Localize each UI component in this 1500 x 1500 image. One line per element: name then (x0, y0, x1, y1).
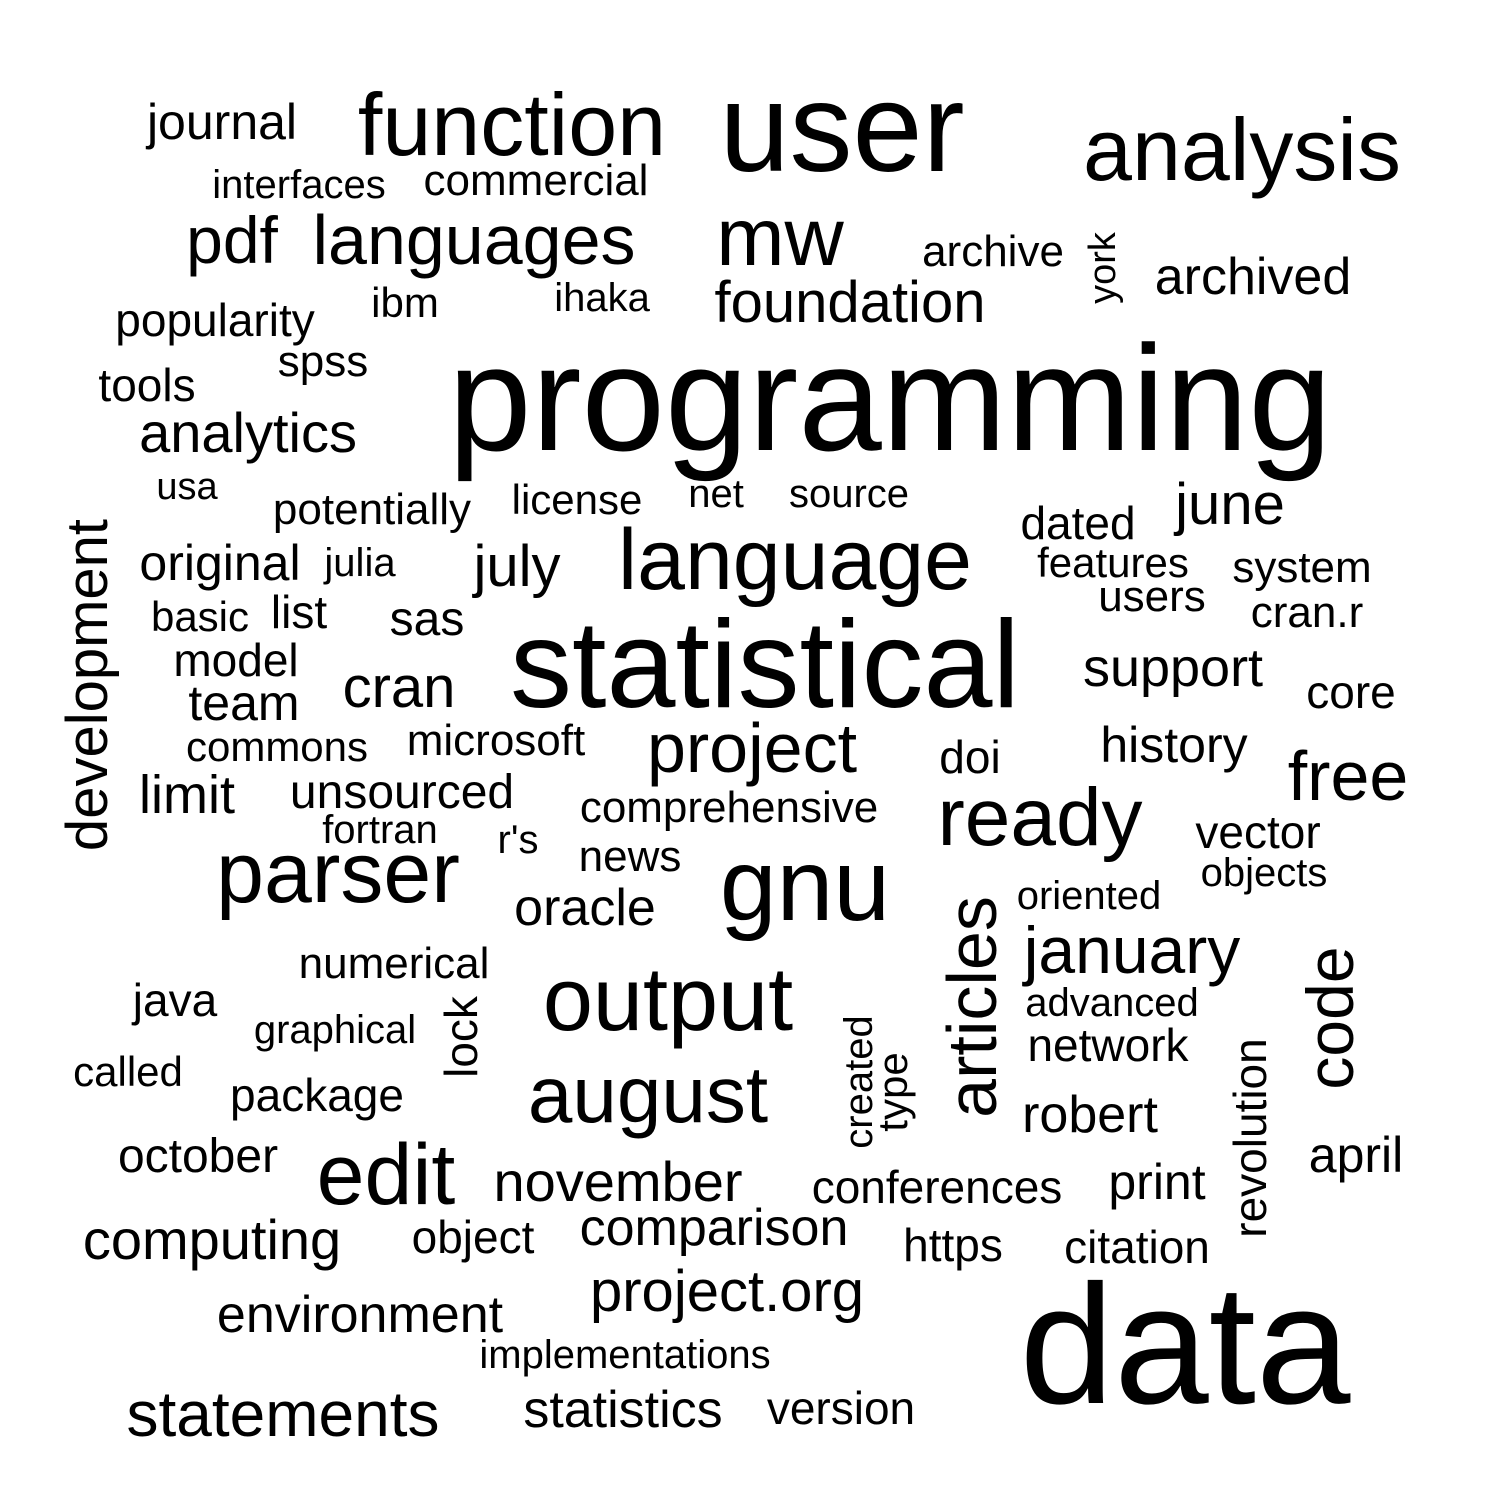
word-support: support (1082, 638, 1264, 698)
word-java: java (132, 974, 218, 1026)
word-tools: tools (98, 359, 196, 411)
word-foundation: foundation (714, 270, 986, 335)
word-popularity: popularity (115, 294, 315, 346)
word-journal: journal (146, 94, 298, 150)
word-programming: programming (448, 314, 1332, 482)
word-august: august (527, 1050, 769, 1139)
word-lock: lock (435, 996, 487, 1078)
word-project: project (646, 709, 858, 787)
word-vector: vector (1195, 806, 1321, 858)
word-dated: dated (1020, 497, 1136, 549)
word-language: language (618, 512, 972, 608)
word-r-s: r's (497, 818, 539, 862)
word-team: team (188, 675, 300, 731)
word-core: core (1306, 666, 1396, 718)
word-system: system (1232, 543, 1372, 592)
word-statements: statements (126, 1378, 440, 1450)
word-june: june (1175, 472, 1285, 537)
word-april: april (1308, 1127, 1404, 1183)
word-comparison: comparison (579, 1199, 849, 1257)
word-january: january (1023, 913, 1241, 987)
word-revolution: revolution (1224, 1038, 1276, 1238)
word-october: october (117, 1130, 279, 1183)
word-user: user (719, 57, 965, 198)
word-news: news (578, 832, 682, 881)
word-net: net (688, 472, 744, 516)
word-license: license (511, 476, 643, 523)
word-data: data (1019, 1250, 1351, 1440)
word-original: original (139, 535, 301, 591)
word-basic: basic (150, 593, 250, 640)
word-doi: doi (939, 731, 1001, 783)
word-archived: archived (1154, 248, 1352, 306)
word-package: package (230, 1069, 404, 1121)
word-gnu: gnu (719, 828, 891, 942)
word-ihaka: ihaka (554, 276, 650, 320)
word-project.org: project.org (589, 1259, 865, 1324)
word-statistical: statistical (510, 596, 1020, 734)
word-print: print (1108, 1154, 1206, 1210)
word-articles: articles (933, 896, 1011, 1118)
word-created: created (837, 1015, 881, 1149)
word-computing: computing (82, 1208, 342, 1271)
word-julia: julia (324, 541, 396, 585)
word-limit: limit (139, 765, 235, 825)
word-spss: spss (277, 337, 369, 386)
word-unsourced: unsourced (289, 766, 515, 819)
word-advanced: advanced (1025, 981, 1199, 1025)
word-development: development (55, 518, 120, 852)
word-cran.r: cran.r (1250, 588, 1364, 637)
word-commercial: commercial (423, 156, 649, 205)
word-conferences: conferences (811, 1161, 1063, 1213)
word-november: november (493, 1150, 743, 1213)
word-ibm: ibm (371, 279, 439, 326)
word-code: code (1293, 946, 1367, 1090)
word-edit: edit (316, 1127, 456, 1223)
word-usa: usa (156, 466, 218, 508)
word-implementations: implementations (479, 1333, 771, 1377)
word-https: https (903, 1219, 1003, 1271)
word-network: network (1027, 1019, 1189, 1071)
word-users: users (1098, 572, 1206, 621)
word-history: history (1100, 717, 1248, 773)
word-version: version (766, 1382, 916, 1434)
word-source: source (788, 472, 910, 516)
word-archive: archive (922, 227, 1064, 276)
word-mw: mw (716, 192, 844, 283)
word-list: list (270, 586, 328, 638)
word-microsoft: microsoft (406, 716, 586, 765)
word-parser: parser (216, 825, 460, 921)
word-citation: citation (1064, 1221, 1210, 1273)
word-object: object (411, 1211, 535, 1263)
word-graphical: graphical (253, 1008, 417, 1052)
word-output: output (542, 950, 794, 1050)
word-ready: ready (937, 772, 1143, 863)
word-environment: environment (216, 1286, 504, 1344)
word-comprehensive: comprehensive (579, 783, 879, 832)
word-sas: sas (389, 593, 465, 646)
word-potentially: potentially (272, 485, 472, 534)
word-interfaces: interfaces (212, 163, 386, 207)
word-analysis: analysis (1083, 100, 1401, 199)
word-model: model (173, 634, 299, 686)
word-features: features (1037, 539, 1189, 586)
word-pdf: pdf (186, 203, 278, 277)
word-called: called (73, 1048, 183, 1095)
word-analytics: analytics (139, 401, 357, 464)
word-york: york (1082, 232, 1124, 304)
word-cran: cran (342, 655, 456, 720)
word-commons: commons (185, 723, 369, 770)
word-statistics: statistics (523, 1381, 723, 1439)
word-function: function (357, 75, 667, 174)
word-objects: objects (1200, 851, 1328, 895)
word-fortran: fortran (322, 808, 438, 852)
word-oracle: oracle (514, 879, 656, 937)
word-free: free (1287, 737, 1409, 815)
word-oriented: oriented (1016, 874, 1162, 918)
word-july: july (473, 534, 561, 599)
word-numerical: numerical (298, 939, 490, 988)
word-languages: languages (312, 201, 636, 279)
word-robert: robert (1022, 1086, 1158, 1144)
